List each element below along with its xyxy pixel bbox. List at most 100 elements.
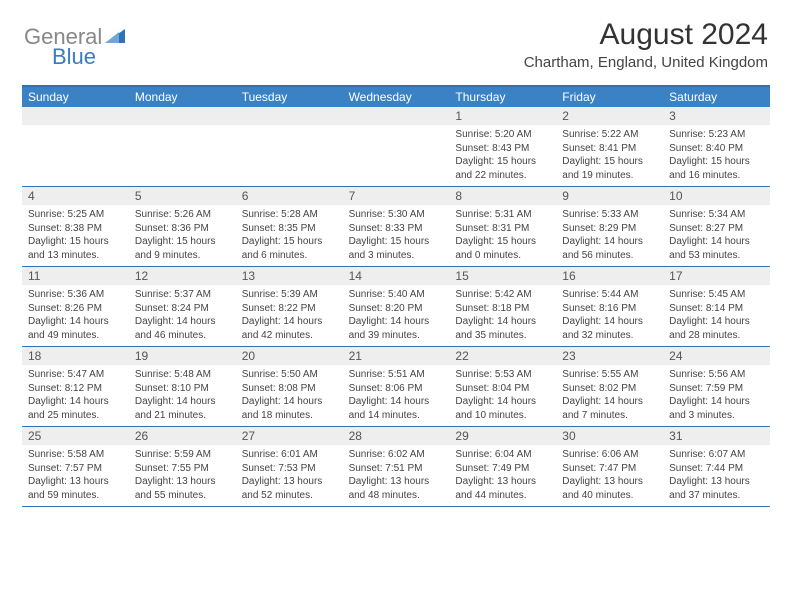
- sunrise-text: Sunrise: 5:36 AM: [28, 288, 123, 302]
- sunset-text: Sunset: 8:35 PM: [242, 222, 337, 236]
- sunrise-text: Sunrise: 5:50 AM: [242, 368, 337, 382]
- day-number: 3: [663, 107, 770, 125]
- sunset-text: Sunset: 7:53 PM: [242, 462, 337, 476]
- day-details: Sunrise: 5:42 AMSunset: 8:18 PMDaylight:…: [449, 285, 556, 342]
- calendar-week: 11Sunrise: 5:36 AMSunset: 8:26 PMDayligh…: [22, 267, 770, 347]
- day-details: Sunrise: 5:31 AMSunset: 8:31 PMDaylight:…: [449, 205, 556, 262]
- day-details: Sunrise: 6:01 AMSunset: 7:53 PMDaylight:…: [236, 445, 343, 502]
- sunrise-text: Sunrise: 6:01 AM: [242, 448, 337, 462]
- day-details: Sunrise: 5:59 AMSunset: 7:55 PMDaylight:…: [129, 445, 236, 502]
- daylight-text: Daylight: 14 hours and 39 minutes.: [349, 315, 444, 342]
- daylight-text: Daylight: 13 hours and 52 minutes.: [242, 475, 337, 502]
- day-number: 13: [236, 267, 343, 285]
- day-number: [236, 107, 343, 125]
- calendar-day: 11Sunrise: 5:36 AMSunset: 8:26 PMDayligh…: [22, 267, 129, 346]
- day-details: Sunrise: 5:25 AMSunset: 8:38 PMDaylight:…: [22, 205, 129, 262]
- sunset-text: Sunset: 8:31 PM: [455, 222, 550, 236]
- day-number: 10: [663, 187, 770, 205]
- sunrise-text: Sunrise: 5:33 AM: [562, 208, 657, 222]
- day-number: 17: [663, 267, 770, 285]
- sunrise-text: Sunrise: 5:37 AM: [135, 288, 230, 302]
- sunrise-text: Sunrise: 5:40 AM: [349, 288, 444, 302]
- sunset-text: Sunset: 7:49 PM: [455, 462, 550, 476]
- day-details: Sunrise: 5:20 AMSunset: 8:43 PMDaylight:…: [449, 125, 556, 182]
- calendar-day: 29Sunrise: 6:04 AMSunset: 7:49 PMDayligh…: [449, 427, 556, 506]
- day-number: 25: [22, 427, 129, 445]
- title-block: August 2024 Chartham, England, United Ki…: [524, 18, 768, 71]
- sunset-text: Sunset: 8:02 PM: [562, 382, 657, 396]
- daylight-text: Daylight: 14 hours and 56 minutes.: [562, 235, 657, 262]
- weekday-header: Thursday: [449, 87, 556, 107]
- day-number: 27: [236, 427, 343, 445]
- day-details: Sunrise: 5:26 AMSunset: 8:36 PMDaylight:…: [129, 205, 236, 262]
- day-details: Sunrise: 6:07 AMSunset: 7:44 PMDaylight:…: [663, 445, 770, 502]
- sunrise-text: Sunrise: 5:53 AM: [455, 368, 550, 382]
- day-number: 2: [556, 107, 663, 125]
- day-number: 23: [556, 347, 663, 365]
- day-number: 9: [556, 187, 663, 205]
- daylight-text: Daylight: 15 hours and 3 minutes.: [349, 235, 444, 262]
- daylight-text: Daylight: 13 hours and 59 minutes.: [28, 475, 123, 502]
- page-title: August 2024: [524, 18, 768, 52]
- sunrise-text: Sunrise: 5:58 AM: [28, 448, 123, 462]
- calendar-day: 14Sunrise: 5:40 AMSunset: 8:20 PMDayligh…: [343, 267, 450, 346]
- daylight-text: Daylight: 14 hours and 3 minutes.: [669, 395, 764, 422]
- day-number: [343, 107, 450, 125]
- sunrise-text: Sunrise: 5:47 AM: [28, 368, 123, 382]
- calendar-day: 31Sunrise: 6:07 AMSunset: 7:44 PMDayligh…: [663, 427, 770, 506]
- calendar-day: 1Sunrise: 5:20 AMSunset: 8:43 PMDaylight…: [449, 107, 556, 186]
- calendar-day: 8Sunrise: 5:31 AMSunset: 8:31 PMDaylight…: [449, 187, 556, 266]
- daylight-text: Daylight: 13 hours and 48 minutes.: [349, 475, 444, 502]
- sunset-text: Sunset: 8:43 PM: [455, 142, 550, 156]
- daylight-text: Daylight: 14 hours and 32 minutes.: [562, 315, 657, 342]
- calendar-day: 20Sunrise: 5:50 AMSunset: 8:08 PMDayligh…: [236, 347, 343, 426]
- daylight-text: Daylight: 14 hours and 25 minutes.: [28, 395, 123, 422]
- day-details: Sunrise: 5:34 AMSunset: 8:27 PMDaylight:…: [663, 205, 770, 262]
- sunrise-text: Sunrise: 6:07 AM: [669, 448, 764, 462]
- sunrise-text: Sunrise: 5:34 AM: [669, 208, 764, 222]
- weekday-header: Wednesday: [343, 87, 450, 107]
- day-details: Sunrise: 6:02 AMSunset: 7:51 PMDaylight:…: [343, 445, 450, 502]
- sunrise-text: Sunrise: 5:56 AM: [669, 368, 764, 382]
- calendar-day: 30Sunrise: 6:06 AMSunset: 7:47 PMDayligh…: [556, 427, 663, 506]
- day-number: 12: [129, 267, 236, 285]
- day-number: 5: [129, 187, 236, 205]
- day-details: Sunrise: 5:45 AMSunset: 8:14 PMDaylight:…: [663, 285, 770, 342]
- day-number: [129, 107, 236, 125]
- sunrise-text: Sunrise: 5:44 AM: [562, 288, 657, 302]
- day-details: Sunrise: 5:56 AMSunset: 7:59 PMDaylight:…: [663, 365, 770, 422]
- calendar-day: 6Sunrise: 5:28 AMSunset: 8:35 PMDaylight…: [236, 187, 343, 266]
- sunset-text: Sunset: 8:38 PM: [28, 222, 123, 236]
- day-number: 30: [556, 427, 663, 445]
- sunset-text: Sunset: 8:33 PM: [349, 222, 444, 236]
- day-number: 20: [236, 347, 343, 365]
- sunset-text: Sunset: 8:20 PM: [349, 302, 444, 316]
- sunset-text: Sunset: 8:08 PM: [242, 382, 337, 396]
- sunset-text: Sunset: 7:55 PM: [135, 462, 230, 476]
- day-number: 1: [449, 107, 556, 125]
- sunrise-text: Sunrise: 5:59 AM: [135, 448, 230, 462]
- weekday-header-row: Sunday Monday Tuesday Wednesday Thursday…: [22, 87, 770, 107]
- day-number: 8: [449, 187, 556, 205]
- daylight-text: Daylight: 14 hours and 46 minutes.: [135, 315, 230, 342]
- sunrise-text: Sunrise: 5:48 AM: [135, 368, 230, 382]
- calendar-day: 12Sunrise: 5:37 AMSunset: 8:24 PMDayligh…: [129, 267, 236, 346]
- sunset-text: Sunset: 8:29 PM: [562, 222, 657, 236]
- sunset-text: Sunset: 8:06 PM: [349, 382, 444, 396]
- day-number: 28: [343, 427, 450, 445]
- daylight-text: Daylight: 13 hours and 37 minutes.: [669, 475, 764, 502]
- sunset-text: Sunset: 8:14 PM: [669, 302, 764, 316]
- calendar-day: 21Sunrise: 5:51 AMSunset: 8:06 PMDayligh…: [343, 347, 450, 426]
- calendar-week: 18Sunrise: 5:47 AMSunset: 8:12 PMDayligh…: [22, 347, 770, 427]
- calendar-day: [22, 107, 129, 186]
- sunrise-text: Sunrise: 5:51 AM: [349, 368, 444, 382]
- day-details: Sunrise: 5:50 AMSunset: 8:08 PMDaylight:…: [236, 365, 343, 422]
- calendar-day: 27Sunrise: 6:01 AMSunset: 7:53 PMDayligh…: [236, 427, 343, 506]
- day-details: Sunrise: 5:28 AMSunset: 8:35 PMDaylight:…: [236, 205, 343, 262]
- calendar-day: 18Sunrise: 5:47 AMSunset: 8:12 PMDayligh…: [22, 347, 129, 426]
- day-details: Sunrise: 6:04 AMSunset: 7:49 PMDaylight:…: [449, 445, 556, 502]
- day-number: 29: [449, 427, 556, 445]
- daylight-text: Daylight: 13 hours and 44 minutes.: [455, 475, 550, 502]
- calendar-week: 25Sunrise: 5:58 AMSunset: 7:57 PMDayligh…: [22, 427, 770, 507]
- day-number: 7: [343, 187, 450, 205]
